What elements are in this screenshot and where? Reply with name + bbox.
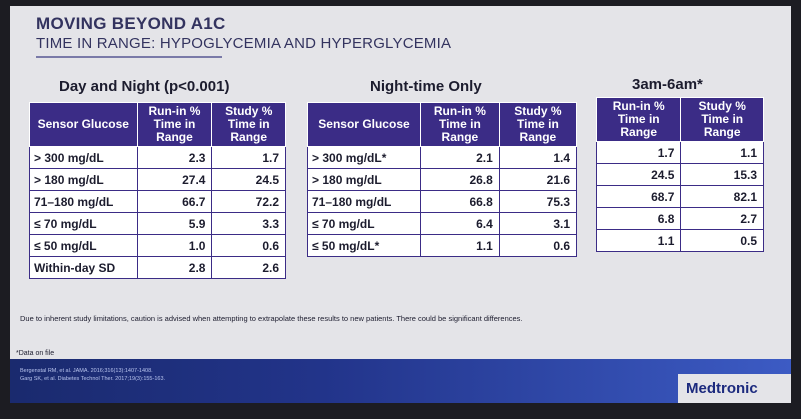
table-row: > 300 mg/dL* 2.1 1.4 xyxy=(307,146,578,169)
runin-value: 24.5 xyxy=(595,163,682,186)
runin-value: 2.1 xyxy=(419,146,500,169)
table-row: 1.1 0.5 xyxy=(595,229,764,252)
slide-title: MOVING BEYOND A1C xyxy=(36,14,226,33)
citation: Garg SK, et al. Diabetes Technol Ther. 2… xyxy=(20,376,166,382)
table-row: 6.8 2.7 xyxy=(595,207,764,230)
runin-value: 66.7 xyxy=(136,190,213,213)
study-value: 3.3 xyxy=(211,212,286,235)
table-row: 24.5 15.3 xyxy=(595,163,764,186)
section-heading-night-only: Night-time Only xyxy=(370,78,482,95)
section-heading-3am-6am: 3am-6am* xyxy=(632,76,703,93)
header-study: Study % Time in Range xyxy=(211,102,286,147)
row-label: ≤ 50 mg/dL* xyxy=(307,234,421,257)
study-value: 3.1 xyxy=(498,212,578,235)
table-row: ≤ 50 mg/dL* 1.1 0.6 xyxy=(307,234,578,257)
runin-value: 6.8 xyxy=(595,207,682,230)
footnote: *Data on file xyxy=(16,350,55,357)
footer-bar: Bergenstal RM, et al. JAMA. 2016;316(13)… xyxy=(10,359,791,403)
row-label: ≤ 70 mg/dL xyxy=(307,212,421,235)
row-label: > 300 mg/dL* xyxy=(307,146,421,169)
study-value: 24.5 xyxy=(211,168,286,191)
runin-value: 2.8 xyxy=(136,256,213,279)
header-runin: Run-in % Time in Range xyxy=(595,97,682,142)
runin-value: 1.7 xyxy=(595,141,682,164)
slide: MOVING BEYOND A1C TIME IN RANGE: HYPOGLY… xyxy=(10,6,791,403)
table-row: 71–180 mg/dL 66.8 75.3 xyxy=(307,190,578,213)
title-underline xyxy=(36,56,222,58)
table-day-night: Sensor Glucose Run-in % Time in Range St… xyxy=(29,102,286,279)
header-runin: Run-in % Time in Range xyxy=(136,102,213,147)
table-night-only: Sensor Glucose Run-in % Time in Range St… xyxy=(307,102,578,257)
caution-note: Due to inherent study limitations, cauti… xyxy=(20,314,523,323)
table-row: 71–180 mg/dL 66.7 72.2 xyxy=(29,190,286,213)
study-value: 1.4 xyxy=(498,146,578,169)
study-value: 0.5 xyxy=(680,229,764,252)
header-sensor-glucose: Sensor Glucose xyxy=(307,102,421,147)
study-value: 1.1 xyxy=(680,141,764,164)
brand-panel xyxy=(678,374,791,403)
study-value: 2.6 xyxy=(211,256,286,279)
study-value: 21.6 xyxy=(498,168,578,191)
table-row: 68.7 82.1 xyxy=(595,185,764,208)
runin-value: 27.4 xyxy=(136,168,213,191)
table-row: > 300 mg/dL 2.3 1.7 xyxy=(29,146,286,169)
row-label: 71–180 mg/dL xyxy=(29,190,138,213)
table-row: ≤ 70 mg/dL 5.9 3.3 xyxy=(29,212,286,235)
runin-value: 66.8 xyxy=(419,190,500,213)
runin-value: 5.9 xyxy=(136,212,213,235)
table-row: ≤ 70 mg/dL 6.4 3.1 xyxy=(307,212,578,235)
runin-value: 1.0 xyxy=(136,234,213,257)
table-row: > 180 mg/dL 27.4 24.5 xyxy=(29,168,286,191)
row-label: Within-day SD xyxy=(29,256,138,279)
runin-value: 26.8 xyxy=(419,168,500,191)
runin-value: 1.1 xyxy=(419,234,500,257)
section-heading-day-night: Day and Night (p<0.001) xyxy=(59,78,230,95)
study-value: 2.7 xyxy=(680,207,764,230)
slide-subtitle: TIME IN RANGE: HYPOGLYCEMIA AND HYPERGLY… xyxy=(36,35,452,52)
header-runin: Run-in % Time in Range xyxy=(419,102,500,147)
row-label: > 180 mg/dL xyxy=(307,168,421,191)
header-sensor-glucose: Sensor Glucose xyxy=(29,102,138,147)
study-value: 0.6 xyxy=(498,234,578,257)
study-value: 75.3 xyxy=(498,190,578,213)
runin-value: 2.3 xyxy=(136,146,213,169)
study-value: 82.1 xyxy=(680,185,764,208)
table-3am-6am: Run-in % Time in Range Study % Time in R… xyxy=(595,97,764,252)
row-label: > 180 mg/dL xyxy=(29,168,138,191)
medtronic-logo: Medtronic xyxy=(686,380,758,397)
study-value: 15.3 xyxy=(680,163,764,186)
row-label: > 300 mg/dL xyxy=(29,146,138,169)
study-value: 0.6 xyxy=(211,234,286,257)
row-label: 71–180 mg/dL xyxy=(307,190,421,213)
header-study: Study % Time in Range xyxy=(680,97,764,142)
row-label: ≤ 50 mg/dL xyxy=(29,234,138,257)
runin-value: 1.1 xyxy=(595,229,682,252)
runin-value: 68.7 xyxy=(595,185,682,208)
runin-value: 6.4 xyxy=(419,212,500,235)
study-value: 1.7 xyxy=(211,146,286,169)
study-value: 72.2 xyxy=(211,190,286,213)
table-row: > 180 mg/dL 26.8 21.6 xyxy=(307,168,578,191)
table-row: Within-day SD 2.8 2.6 xyxy=(29,256,286,279)
citation: Bergenstal RM, et al. JAMA. 2016;316(13)… xyxy=(20,368,153,374)
row-label: ≤ 70 mg/dL xyxy=(29,212,138,235)
header-study: Study % Time in Range xyxy=(498,102,578,147)
table-row: 1.7 1.1 xyxy=(595,141,764,164)
table-row: ≤ 50 mg/dL 1.0 0.6 xyxy=(29,234,286,257)
